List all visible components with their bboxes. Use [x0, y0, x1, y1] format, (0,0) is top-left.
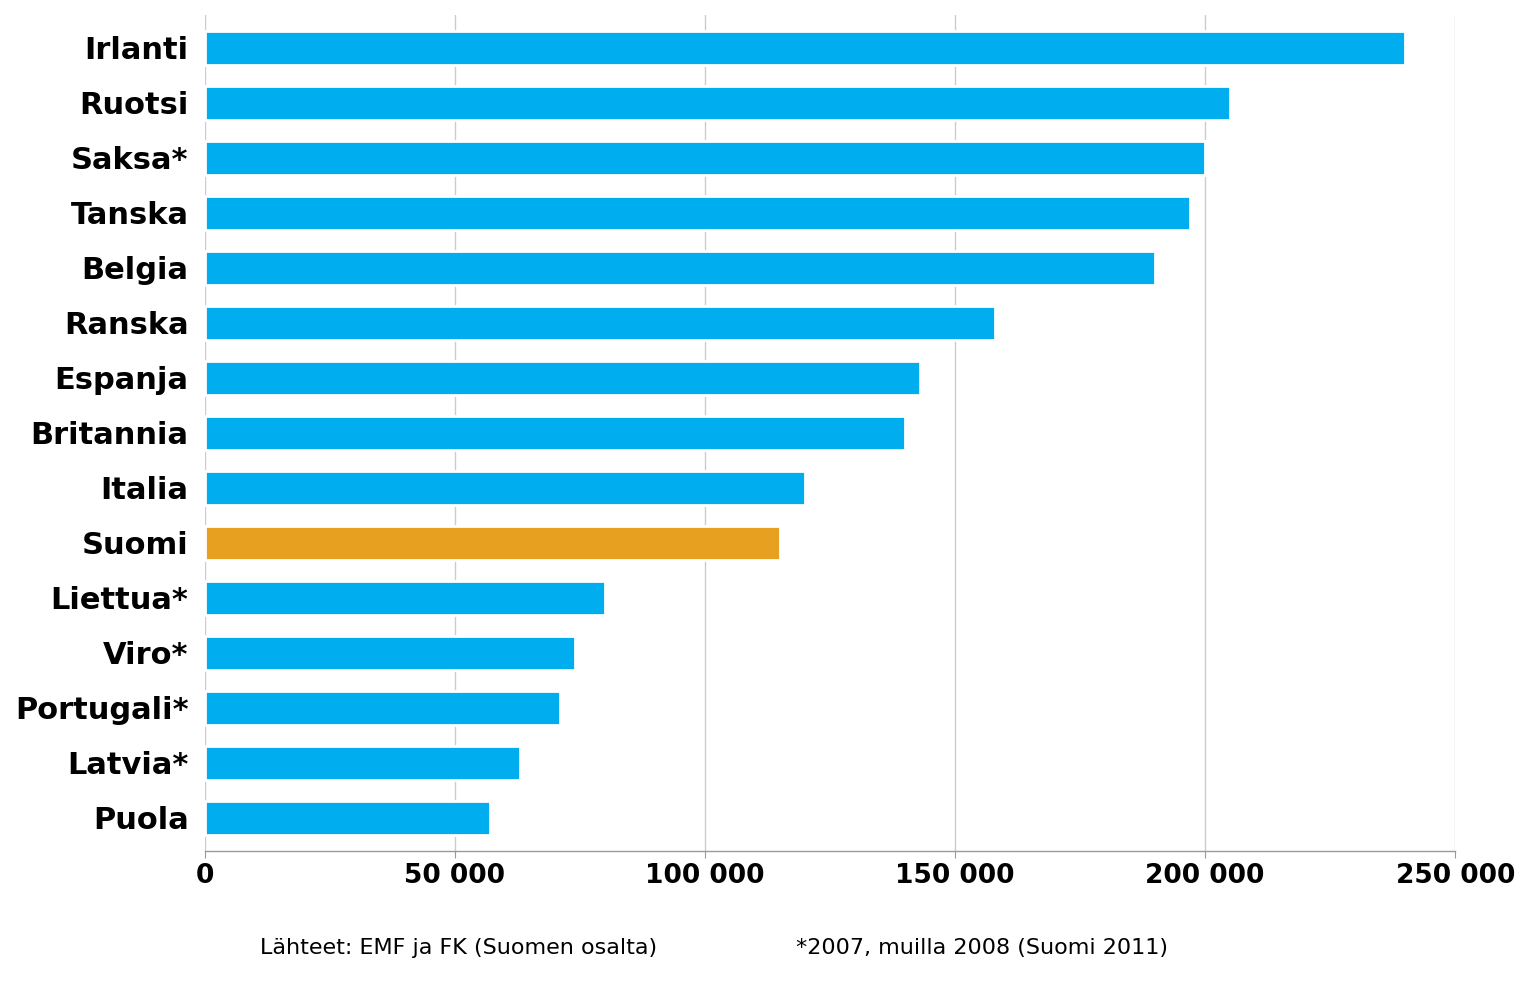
Bar	[205, 196, 1190, 230]
Bar	[205, 746, 520, 780]
Bar	[205, 416, 906, 450]
Bar	[205, 251, 1155, 285]
Bar	[205, 691, 560, 725]
Bar	[205, 306, 994, 340]
Bar	[205, 360, 920, 395]
Bar	[205, 636, 575, 670]
Bar	[205, 471, 805, 505]
Bar	[205, 141, 1206, 175]
Text: *2007, muilla 2008 (Suomi 2011): *2007, muilla 2008 (Suomi 2011)	[796, 938, 1167, 958]
Text: Lähteet: EMF ja FK (Suomen osalta): Lähteet: EMF ja FK (Suomen osalta)	[260, 938, 658, 958]
Bar	[205, 581, 604, 615]
Bar	[205, 31, 1405, 65]
Bar	[205, 526, 780, 560]
Bar	[205, 86, 1230, 120]
Bar	[205, 800, 490, 835]
